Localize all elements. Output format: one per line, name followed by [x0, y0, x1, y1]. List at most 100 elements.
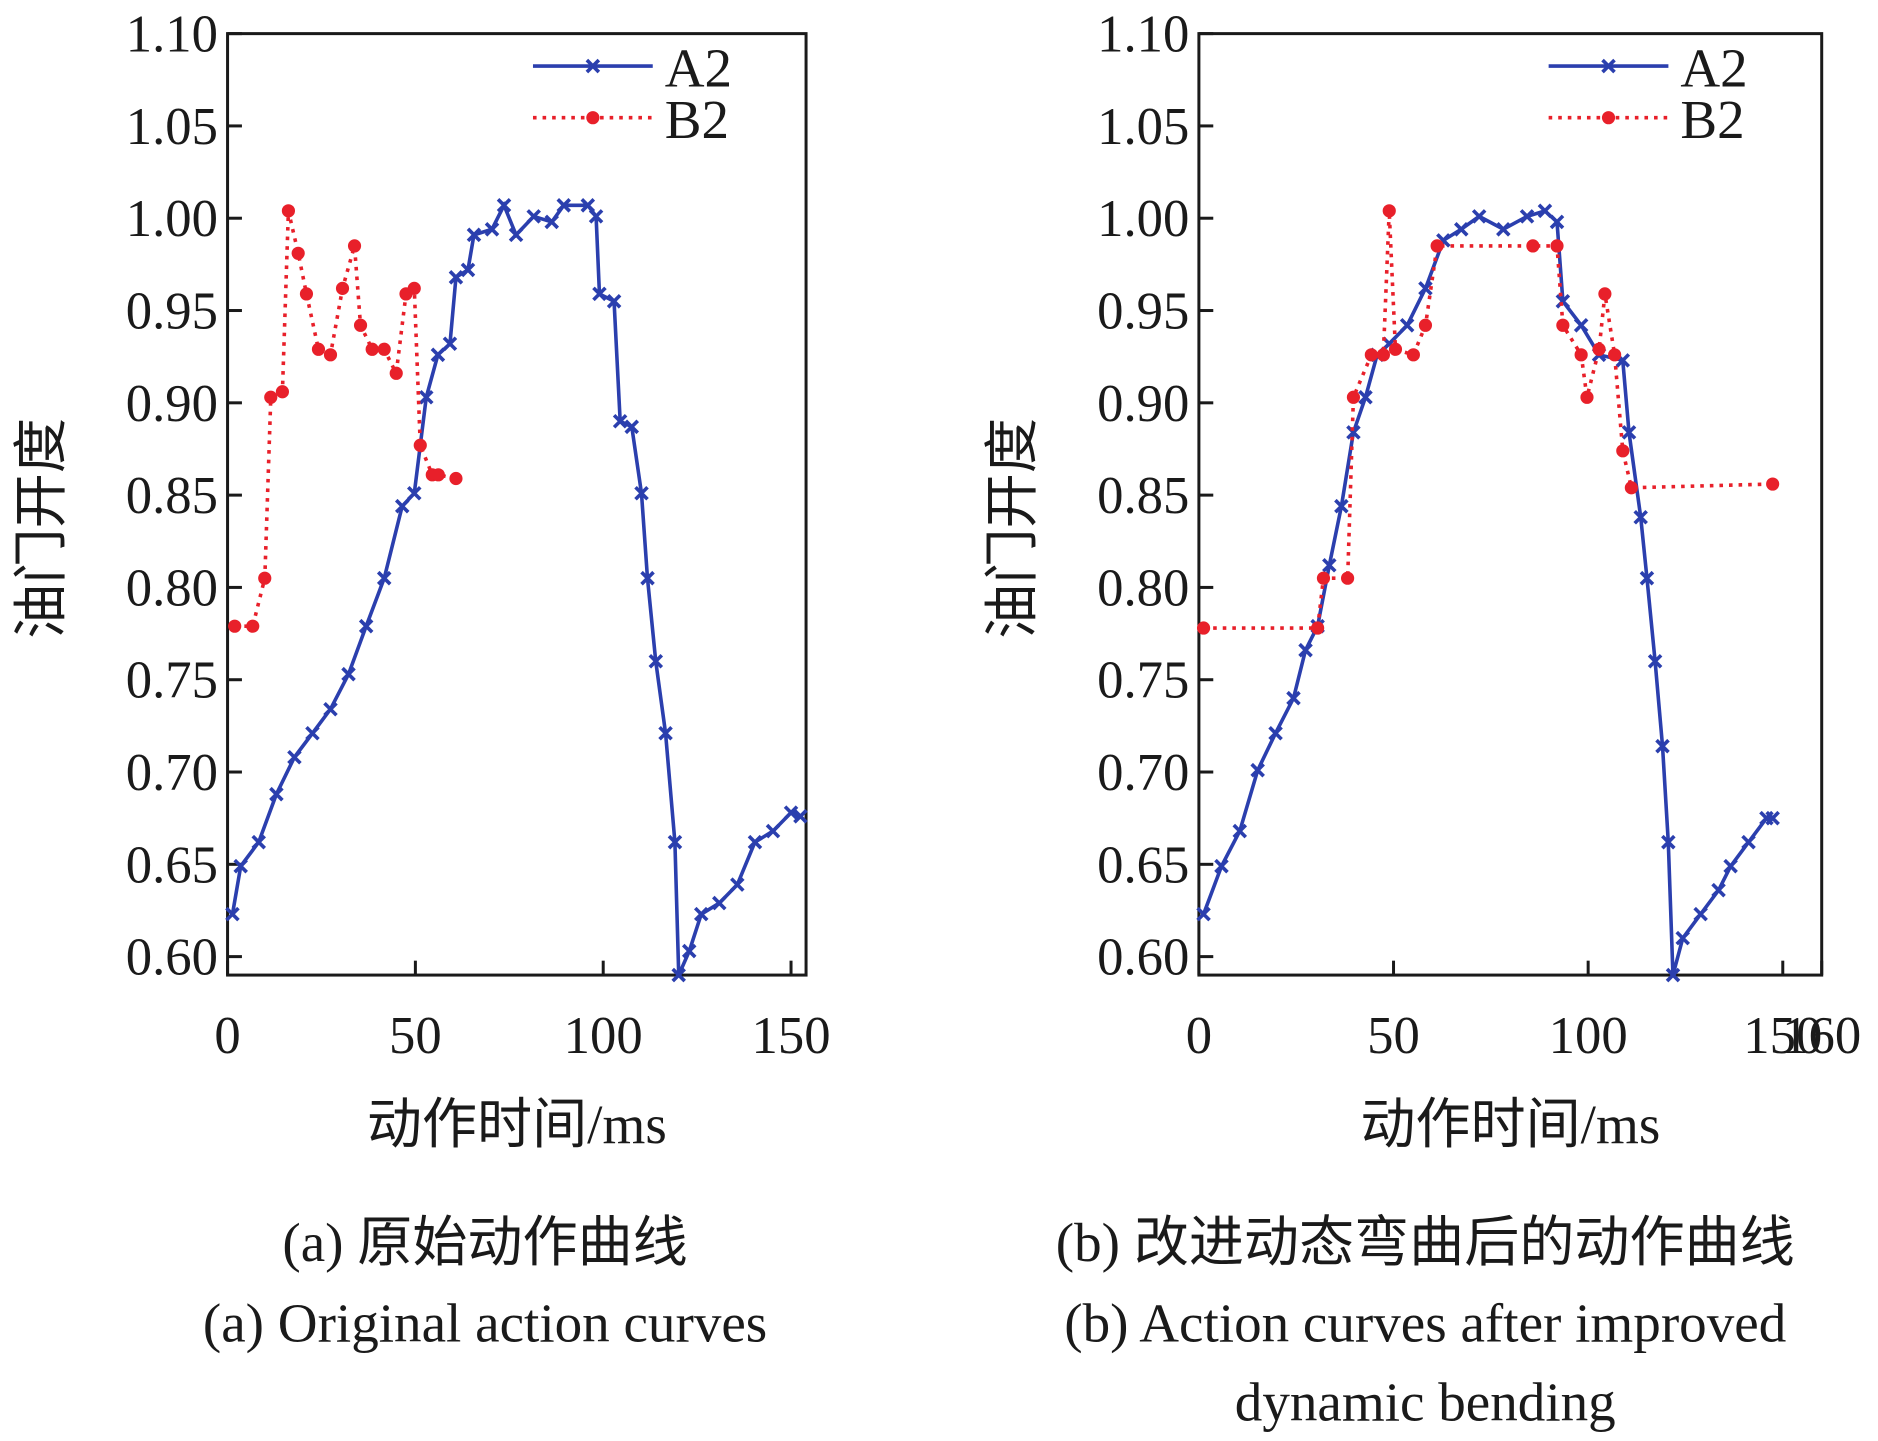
point-marker — [1608, 348, 1622, 362]
series-line — [1201, 208, 1773, 976]
point-marker — [671, 967, 686, 983]
point-marker — [1621, 425, 1637, 440]
point-marker — [1334, 498, 1349, 514]
point-marker — [406, 485, 422, 501]
point-marker — [648, 653, 664, 669]
y-tick-label: 0.75 — [1097, 652, 1189, 710]
point-marker — [1496, 222, 1511, 237]
point-marker — [1661, 834, 1676, 850]
point-marker — [1574, 348, 1588, 362]
point-marker — [484, 222, 500, 237]
y-tick-label: 0.70 — [1097, 744, 1189, 802]
y-tick-label: 1.00 — [126, 190, 218, 248]
point-marker — [251, 834, 267, 850]
point-marker — [1655, 738, 1670, 754]
point-marker — [442, 336, 458, 352]
caption-en: (a) Original action curves — [203, 1292, 767, 1353]
point-marker — [1471, 209, 1487, 224]
point-marker — [1406, 348, 1420, 362]
point-marker — [624, 419, 640, 435]
y-tick-label: 0.95 — [126, 282, 218, 340]
y-tick-label: 0.85 — [1097, 467, 1189, 525]
point-marker — [1430, 239, 1444, 253]
point-marker — [793, 809, 808, 824]
point-marker — [1316, 571, 1331, 585]
x-tick-label: 150 — [752, 1007, 831, 1065]
y-tick-label: 0.95 — [1097, 282, 1189, 340]
point-marker — [544, 214, 560, 230]
point-marker — [1555, 294, 1571, 309]
x-tick-label: 150 — [1743, 1007, 1822, 1065]
point-marker — [580, 198, 596, 213]
point-marker — [634, 485, 649, 501]
legend-label: A2 — [1680, 37, 1747, 98]
point-marker — [353, 318, 368, 332]
caption-cn: (a) 原始动作曲线 — [282, 1212, 687, 1273]
point-marker — [640, 570, 655, 586]
legend-label: B2 — [1680, 89, 1744, 150]
point-marker — [1346, 425, 1361, 440]
x-tick-label: 160 — [1782, 1007, 1861, 1065]
y-tick-label: 0.65 — [126, 836, 218, 894]
point-marker — [228, 619, 242, 633]
x-axis-label: 动作时间/ms — [1360, 1094, 1660, 1155]
point-marker — [496, 198, 512, 213]
point-marker — [1693, 906, 1708, 922]
point-marker — [311, 342, 326, 356]
point-marker — [1214, 858, 1229, 874]
point-marker — [1711, 882, 1726, 898]
point-marker — [1196, 906, 1211, 922]
point-marker — [377, 342, 391, 356]
point-marker — [1519, 209, 1535, 224]
point-marker — [1633, 509, 1648, 525]
point-marker — [291, 246, 305, 260]
legend-label: B2 — [665, 89, 729, 150]
y-axis-label: 油门开度 — [11, 418, 72, 639]
point-marker — [258, 571, 272, 585]
point-marker — [658, 725, 673, 741]
caption-en: (b) Action curves after improved — [1064, 1292, 1786, 1353]
point-marker — [225, 906, 240, 922]
point-marker — [341, 666, 356, 682]
point-marker — [586, 111, 600, 125]
point-marker — [1741, 834, 1756, 850]
point-marker — [1556, 318, 1570, 332]
point-marker — [712, 895, 727, 911]
y-tick-label: 0.85 — [126, 467, 218, 525]
point-marker — [264, 390, 278, 404]
series-line — [230, 201, 802, 976]
point-marker — [681, 943, 697, 959]
point-marker — [376, 570, 392, 586]
point-marker — [323, 701, 338, 717]
x-tick-label: 0 — [1186, 1007, 1212, 1065]
point-marker — [1388, 342, 1403, 356]
plot-frame — [1197, 32, 1824, 977]
point-marker — [765, 823, 781, 839]
point-marker — [233, 858, 248, 874]
series-line — [1203, 210, 1773, 630]
point-marker — [1399, 318, 1415, 333]
y-tick-label: 0.80 — [1097, 559, 1189, 617]
y-tick-label: 1.05 — [126, 98, 218, 156]
x-tick-label: 50 — [389, 1007, 442, 1065]
point-marker — [347, 239, 362, 253]
point-marker — [747, 834, 763, 850]
y-tick-label: 0.70 — [126, 744, 218, 802]
point-marker — [287, 749, 302, 765]
point-marker — [1601, 111, 1616, 125]
point-marker — [1598, 287, 1612, 301]
y-tick-label: 1.10 — [126, 6, 218, 64]
point-marker — [612, 414, 628, 429]
caption-cn: (b) 改进动态弯曲后的动作曲线 — [1056, 1212, 1795, 1273]
point-marker — [305, 725, 320, 741]
point-marker — [389, 366, 403, 380]
point-marker — [299, 287, 314, 301]
point-marker — [1341, 571, 1355, 585]
x-tick-label: 100 — [564, 1007, 643, 1065]
point-marker — [1537, 203, 1553, 219]
x-tick-label: 0 — [214, 1007, 240, 1065]
point-marker — [508, 227, 524, 243]
point-marker — [1592, 342, 1606, 356]
